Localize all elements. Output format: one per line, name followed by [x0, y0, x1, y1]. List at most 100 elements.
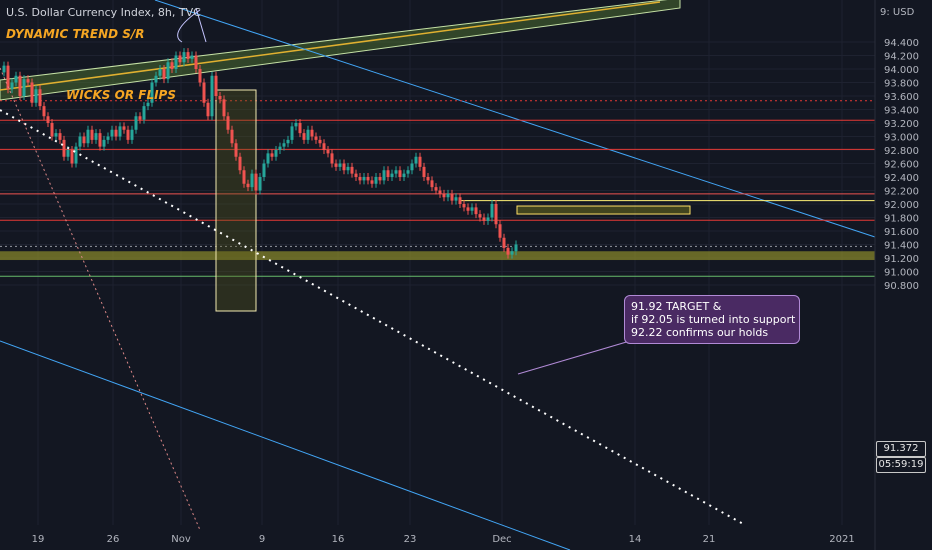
support-zones	[0, 205, 875, 261]
candle-down	[214, 75, 218, 96]
candle-up	[402, 173, 406, 177]
candle-down	[170, 62, 174, 69]
candle-down	[458, 197, 462, 204]
candle-up	[394, 170, 398, 174]
symbol-title: U.S. Dollar Currency Index, 8h, TVC	[6, 6, 201, 19]
target-callout: 91.92 TARGET & if 92.05 is turned into s…	[624, 295, 800, 344]
candle-down	[18, 75, 22, 96]
callout-line-3: 92.22 confirms our holds	[631, 326, 769, 339]
candle-down	[26, 79, 30, 83]
currency-selector[interactable]: 9: USD	[880, 7, 915, 18]
time-tick-label: Dec	[492, 534, 511, 545]
candle-up	[158, 69, 162, 76]
candle-down	[450, 193, 454, 201]
candle-down	[366, 177, 370, 181]
candle-down	[386, 170, 390, 177]
candle-down	[474, 207, 478, 215]
candle-down	[254, 173, 258, 191]
candle-up	[66, 150, 70, 157]
candle-down	[318, 139, 322, 144]
candle-up	[10, 82, 14, 90]
candle-up	[290, 126, 294, 140]
candle-down	[502, 237, 506, 248]
horizontal-levels	[0, 100, 875, 277]
candle-down	[178, 55, 182, 63]
candle-up	[22, 79, 26, 96]
candle-up	[282, 143, 286, 147]
candle-up	[74, 146, 78, 164]
candle-down	[98, 133, 102, 147]
candle-down	[218, 96, 222, 100]
candle-down	[466, 207, 470, 211]
candle-up	[258, 177, 262, 191]
candle-down	[438, 190, 442, 194]
candle-down	[230, 129, 234, 144]
candle-up	[110, 129, 114, 137]
candle-down	[30, 82, 34, 103]
callout-line-2: if 92.05 is turned into support	[631, 313, 796, 326]
candle-up	[414, 156, 418, 164]
candle-up	[274, 150, 278, 157]
support-zone	[0, 251, 875, 261]
time-tick-label: 14	[629, 534, 642, 545]
candle-down	[194, 55, 198, 69]
candle-down	[358, 177, 362, 181]
candle-up	[382, 170, 386, 181]
candle-up	[154, 75, 158, 83]
candle-up	[102, 139, 106, 147]
candle-up	[410, 163, 414, 171]
price-tick-label: 92.200	[884, 187, 919, 198]
candle-down	[354, 173, 358, 177]
candle-up	[250, 173, 254, 188]
time-tick-label: 2021	[829, 534, 854, 545]
price-tick-label: 94.400	[884, 38, 919, 49]
pink-dotted-trendline	[0, 67, 201, 531]
candle-down	[246, 183, 250, 188]
candle-down	[418, 156, 422, 167]
candle-down	[478, 214, 482, 218]
candle-up	[54, 133, 58, 137]
candle-down	[326, 150, 330, 154]
candle-down	[506, 247, 510, 255]
time-tick-label: 23	[404, 534, 417, 545]
candle-up	[362, 177, 366, 181]
candle-up	[94, 133, 98, 140]
price-tick-label: 94.200	[884, 52, 919, 63]
candle-up	[146, 102, 150, 107]
candle-down	[310, 129, 314, 137]
candle-up	[346, 166, 350, 171]
candle-down	[206, 102, 210, 117]
candle-down	[494, 204, 498, 225]
callout-line-1: 91.92 TARGET &	[631, 300, 722, 313]
candle-down	[350, 166, 354, 174]
candle-down	[62, 139, 66, 157]
candle-down	[370, 180, 374, 184]
candle-up	[182, 52, 186, 63]
candle-down	[222, 99, 226, 117]
candle-down	[126, 129, 130, 140]
price-tick-label: 91.400	[884, 241, 919, 252]
candle-down	[202, 82, 206, 103]
candle-down	[482, 217, 486, 221]
dynamic-trend-midline	[0, 1, 661, 91]
candle-down	[226, 116, 230, 130]
dynamic-trend-channel	[0, 0, 681, 101]
candle-down	[90, 129, 94, 140]
upper-blue-trendline	[154, 0, 876, 238]
candle-down	[70, 150, 74, 164]
candle-up	[142, 106, 146, 120]
price-tick-label: 91.200	[884, 254, 919, 265]
price-tick-label: 92.000	[884, 200, 919, 211]
candle-down	[330, 153, 334, 164]
candle-up	[390, 173, 394, 177]
price-axis-ticks: 94.400 94.200 94.000 93.800 93.600 93.400 93.2…	[884, 38, 919, 292]
price-tick-label: 93.000	[884, 133, 919, 144]
candle-down	[38, 89, 42, 107]
candle-down	[314, 136, 318, 140]
candle-down	[122, 126, 126, 130]
candle-up	[454, 197, 458, 201]
price-tick-label: 93.600	[884, 92, 919, 103]
candle-up	[286, 139, 290, 144]
